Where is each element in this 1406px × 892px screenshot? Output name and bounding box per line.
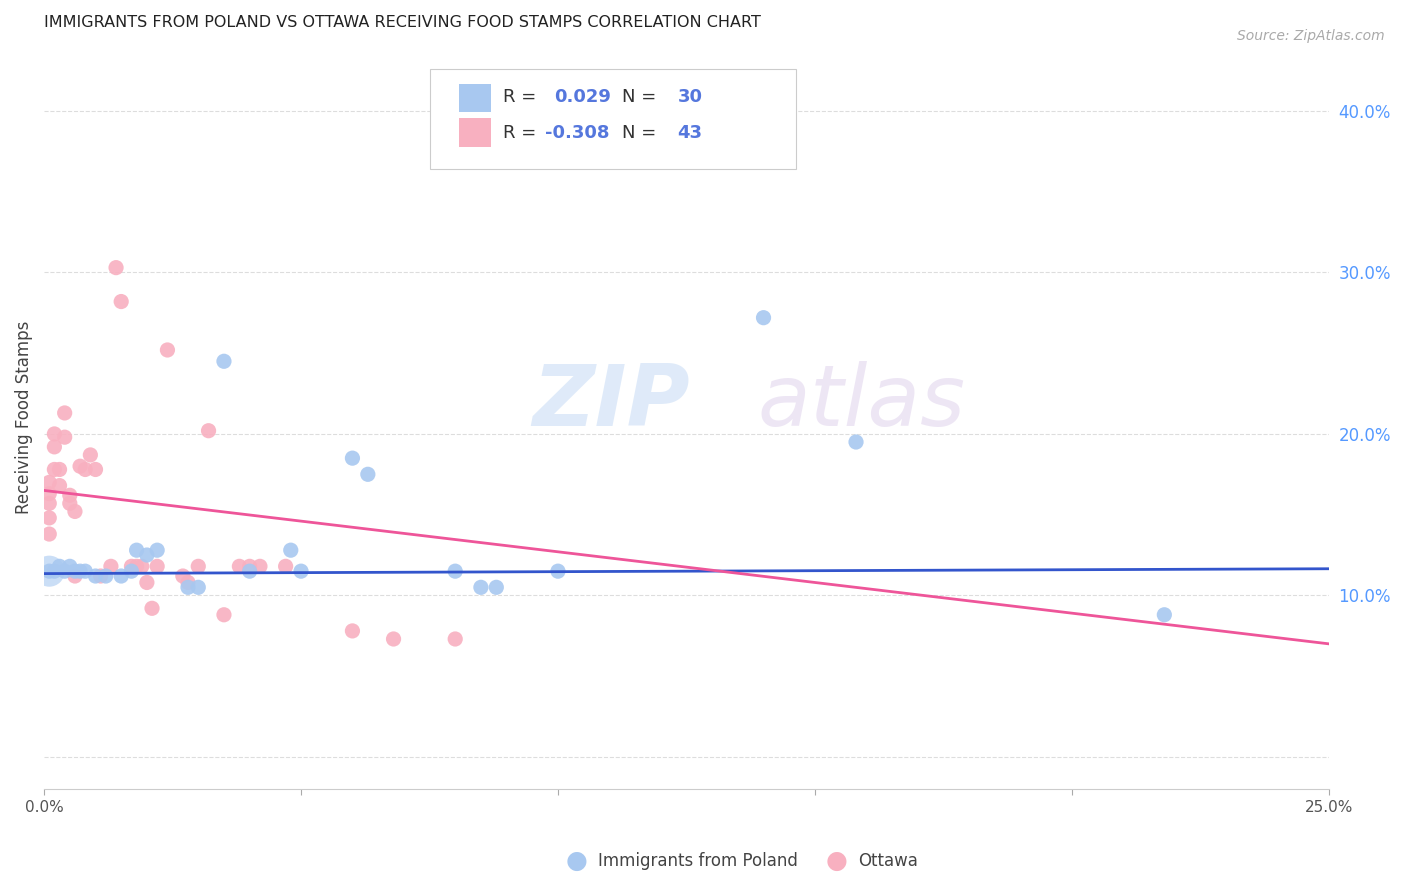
Point (125, 559, 148, 574)
Text: Ottawa: Ottawa (858, 852, 918, 870)
Point (63, 564, 86, 578)
Point (63, 504, 86, 518)
Point (44, 426, 66, 441)
Point (357, 467, 380, 482)
Point (228, 559, 250, 574)
Point (84, 462, 107, 476)
Point (146, 543, 169, 558)
Point (135, 548, 157, 562)
Text: 0.029: 0.029 (554, 88, 612, 106)
Point (444, 564, 467, 578)
Point (274, 559, 297, 574)
Point (470, 580, 492, 594)
Point (110, 294, 132, 309)
Point (172, 569, 194, 583)
Point (444, 632, 467, 646)
Point (239, 564, 262, 578)
Point (75, 462, 97, 476)
Text: ZIP: ZIP (533, 361, 690, 444)
Point (75, 564, 97, 578)
Point (845, 435, 868, 450)
Point (100, 559, 122, 574)
Text: R =: R = (503, 88, 547, 106)
Y-axis label: Receiving Food Stamps: Receiving Food Stamps (15, 321, 32, 515)
Point (63, 569, 86, 583)
Point (53, 406, 76, 420)
Text: 30: 30 (678, 88, 703, 106)
Text: IMMIGRANTS FROM POLAND VS OTTAWA RECEIVING FOOD STAMPS CORRELATION CHART: IMMIGRANTS FROM POLAND VS OTTAWA RECEIVI… (44, 15, 761, 30)
Point (53, 430, 76, 444)
Point (44, 462, 66, 476)
Point (48, 559, 70, 574)
Point (38, 564, 60, 578)
Point (249, 559, 271, 574)
Point (752, 310, 775, 325)
Point (125, 543, 148, 558)
Point (141, 601, 163, 615)
Point (38, 564, 60, 578)
Point (121, 564, 143, 578)
Point (239, 559, 262, 574)
Point (177, 575, 200, 590)
Point (48, 478, 70, 492)
Point (69, 459, 91, 474)
Point (212, 607, 235, 622)
Point (290, 564, 312, 578)
Point (38, 527, 60, 541)
FancyBboxPatch shape (429, 69, 796, 169)
Bar (458, 84, 491, 112)
Point (94, 569, 117, 583)
Point (280, 543, 302, 558)
Point (342, 624, 364, 638)
Point (48, 462, 70, 476)
Point (90, 569, 112, 583)
Point (84, 569, 107, 583)
Point (59, 559, 82, 574)
Text: -0.308: -0.308 (546, 124, 610, 143)
Point (156, 343, 179, 357)
Point (38, 496, 60, 510)
Point (547, 564, 569, 578)
Point (53, 564, 76, 578)
Point (146, 559, 169, 574)
Point (1153, 607, 1175, 622)
Text: atlas: atlas (756, 361, 965, 444)
Text: 43: 43 (678, 124, 703, 143)
Point (177, 580, 200, 594)
Text: N =: N = (623, 124, 662, 143)
Point (110, 569, 132, 583)
Point (38, 475, 60, 490)
Text: ●: ● (565, 849, 588, 872)
Point (135, 575, 157, 590)
Point (59, 496, 82, 510)
Text: ●: ● (825, 849, 848, 872)
Point (38, 486, 60, 500)
Point (485, 580, 508, 594)
Point (187, 580, 209, 594)
Point (44, 440, 66, 454)
Text: R =: R = (503, 124, 541, 143)
Point (382, 632, 405, 646)
Point (342, 451, 364, 466)
Text: Source: ZipAtlas.com: Source: ZipAtlas.com (1237, 29, 1385, 43)
Point (59, 488, 82, 502)
Point (38, 511, 60, 525)
Point (121, 559, 143, 574)
Point (69, 564, 91, 578)
Point (44, 564, 66, 578)
Text: N =: N = (623, 88, 662, 106)
Point (197, 424, 219, 438)
Point (105, 260, 128, 275)
Point (79, 448, 101, 462)
Point (212, 354, 235, 368)
Point (131, 559, 153, 574)
Point (187, 559, 209, 574)
Text: Immigrants from Poland: Immigrants from Poland (598, 852, 797, 870)
Bar (458, 119, 491, 146)
